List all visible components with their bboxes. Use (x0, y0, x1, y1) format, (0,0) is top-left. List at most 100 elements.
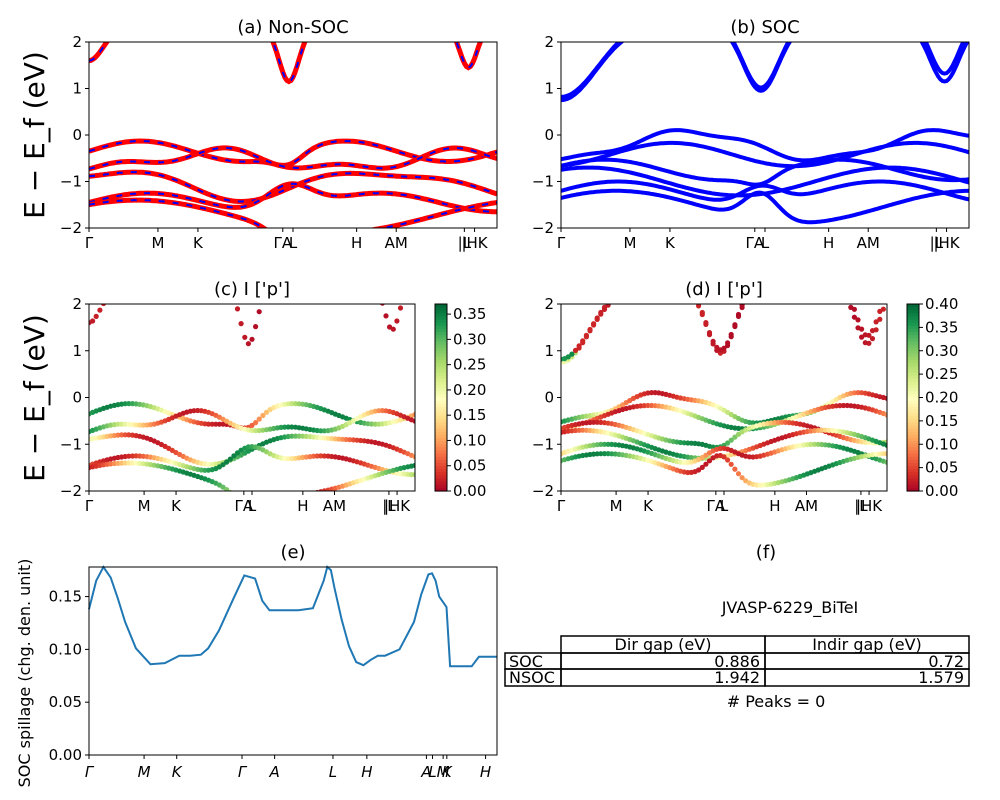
projection-point (728, 461, 734, 467)
projection-point (202, 285, 207, 290)
table-cell-dir: 0.886 (714, 652, 760, 671)
colorbar-segment (435, 472, 447, 477)
colorbar-segment (907, 478, 919, 483)
colorbar-tick-label: 0.40 (925, 295, 958, 313)
y-tick-label: −1 (60, 435, 82, 453)
y-tick-label: 2 (72, 33, 82, 51)
x-tick-label: AM (795, 497, 818, 515)
spillage-line (88, 565, 497, 668)
colorbar-segment (907, 313, 919, 318)
projection-point (572, 347, 579, 353)
projection-point (873, 319, 879, 325)
projection-point (884, 290, 889, 295)
table-row-label: SOC (509, 652, 543, 671)
projection-point (181, 285, 186, 290)
projection-point (624, 285, 629, 290)
projection-point (653, 278, 658, 283)
projection-point (368, 421, 375, 427)
projection-point (307, 491, 312, 496)
projection-point (263, 409, 270, 415)
colorbar-tick-label: 0.15 (925, 412, 958, 430)
projection-point (620, 287, 625, 292)
projection-point (772, 277, 777, 282)
ylabel-top: E − E_f (eV) (18, 51, 51, 219)
projection-point (656, 285, 661, 290)
colorbar-segment (907, 403, 919, 408)
projection-point (642, 286, 647, 291)
colorbar-segment (435, 406, 447, 411)
projection-point (881, 299, 886, 304)
colorbar-segment (907, 322, 919, 327)
projection-point (362, 285, 367, 290)
colorbar-segment (907, 487, 919, 492)
projection-point (144, 285, 149, 290)
projection-point (812, 277, 817, 282)
projection-point (321, 453, 327, 459)
colorbar-frame (434, 303, 448, 492)
colorbar-segment (907, 353, 919, 358)
x-tick-label: |L (458, 234, 472, 252)
projection-point (610, 304, 613, 305)
projection-point (678, 279, 683, 284)
projection-point (264, 498, 269, 503)
colorbar-segment (907, 304, 919, 308)
projection-point (735, 471, 742, 477)
projection-point (794, 285, 799, 290)
colorbar-segment (907, 438, 919, 442)
colorbar-segment (435, 391, 447, 395)
x-tick-label: L (248, 497, 257, 515)
x-tick-label: A (269, 763, 280, 781)
projection-point (859, 326, 865, 332)
projection-point (649, 285, 654, 290)
projection-point (775, 419, 781, 425)
x-tick-label: K (171, 497, 182, 515)
projection-point (289, 401, 295, 407)
colorbar-segment (907, 360, 919, 364)
projection-point (794, 277, 799, 282)
band-line-dashed (89, 146, 497, 170)
projection-point (234, 450, 241, 456)
projection-point (649, 390, 655, 396)
projection-point (866, 332, 872, 338)
projection-point (601, 304, 608, 310)
x-tick-label: L (289, 234, 298, 252)
colorbar-segment (435, 466, 447, 470)
colorbar-segment (907, 469, 919, 473)
projection-point (278, 494, 283, 499)
colorbar-tick-label: 0.10 (453, 431, 486, 449)
projection-point (609, 296, 614, 301)
bands-group (89, 42, 497, 228)
x-tick-label: H (361, 763, 372, 781)
projection-point (823, 277, 828, 282)
projection-point (90, 318, 96, 324)
colorbar-segment (435, 422, 447, 427)
projection-point (318, 428, 324, 434)
table-footer: # Peaks = 0 (727, 692, 826, 711)
x-tick-label: Γ (85, 234, 94, 252)
colorbar-segment (907, 375, 919, 380)
colorbar-segment (435, 478, 447, 483)
projection-point (656, 278, 661, 283)
colorbar-segment (435, 425, 447, 430)
colorbar-segment (907, 466, 919, 470)
colorbar-segment (435, 319, 447, 324)
colorbar-segment (907, 475, 919, 480)
colorbar-segment (907, 484, 919, 489)
y-tick-label: 2 (544, 33, 554, 51)
x-tick-label: |L (930, 234, 944, 252)
projection-point (699, 309, 705, 316)
y-tick-label: −1 (532, 173, 554, 191)
points-group (561, 277, 889, 488)
projection-point (224, 487, 230, 491)
colorbar-segment (907, 363, 919, 367)
projection-point (173, 285, 178, 290)
plot-frame (88, 566, 498, 756)
projection-point (383, 313, 389, 319)
projection-point (580, 338, 586, 344)
projection-point (166, 285, 171, 290)
projection-point (645, 286, 650, 291)
projection-point (123, 285, 128, 290)
projection-point (884, 451, 887, 457)
band-line-dashed (89, 42, 482, 83)
